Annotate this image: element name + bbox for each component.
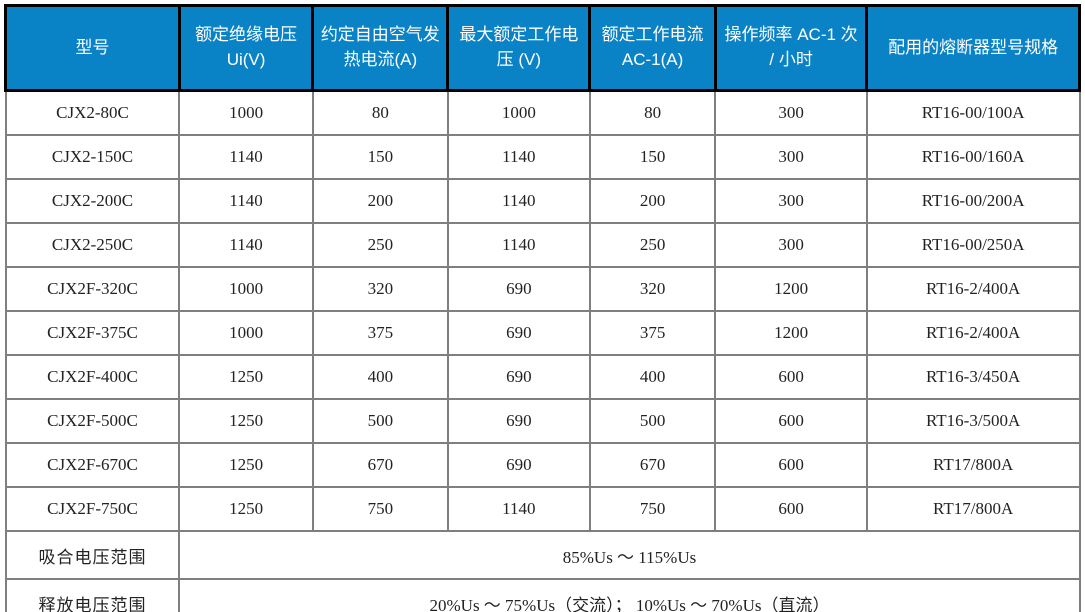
value-cell: 600 [714, 486, 868, 532]
value-cell: 250 [311, 222, 449, 268]
value-cell: 1200 [714, 310, 868, 356]
value-cell: 400 [588, 354, 717, 400]
column-header-4: 额定工作电流 AC-1(A) [588, 4, 717, 92]
value-cell: RT16-00/250A [865, 222, 1081, 268]
table-row: CJX2-250C 1140 250 1140 250 300 RT16-00/250A [4, 222, 1081, 268]
value-cell: RT16-3/450A [865, 354, 1081, 400]
value-cell: 80 [588, 89, 717, 136]
model-cell: CJX2F-670C [4, 442, 181, 488]
value-cell: 690 [446, 310, 591, 356]
model-cell: CJX2-200C [4, 178, 181, 224]
model-cell: CJX2-80C [4, 89, 181, 136]
table-row: CJX2F-400C 1250 400 690 400 600 RT16-3/450A [4, 354, 1081, 400]
value-cell: 1140 [446, 178, 591, 224]
model-cell: CJX2F-320C [4, 266, 181, 312]
column-header-6: 配用的熔断器型号规格 [865, 4, 1081, 92]
value-cell: RT16-3/500A [865, 398, 1081, 444]
value-cell: 500 [588, 398, 717, 444]
value-cell: 1250 [178, 354, 314, 400]
value-cell: 750 [311, 486, 449, 532]
value-cell: 1000 [178, 89, 314, 136]
value-cell: 1140 [178, 178, 314, 224]
model-cell: CJX2F-750C [4, 486, 181, 532]
value-cell: 1000 [178, 310, 314, 356]
value-cell: 400 [311, 354, 449, 400]
value-cell: 670 [311, 442, 449, 488]
model-cell: CJX2F-500C [4, 398, 181, 444]
value-cell: 690 [446, 442, 591, 488]
value-cell: RT16-00/200A [865, 178, 1081, 224]
table-row: CJX2F-375C 1000 375 690 375 1200 RT16-2/400A [4, 310, 1081, 356]
table-header-row: 型号 额定绝缘电压 Ui(V) 约定自由空气发热电流(A) 最大额定工作电压 (V) 额… [4, 4, 1081, 92]
value-cell: 250 [588, 222, 717, 268]
footer-value: 85%Us ～ 115%Us [178, 530, 1081, 580]
table-body: CJX2-80C 1000 80 1000 80 300 RT16-00/100A CJX2-… [4, 89, 1081, 612]
column-header-3: 最大额定工作电压 (V) [446, 4, 592, 92]
value-cell: 200 [588, 178, 717, 224]
value-cell: RT16-00/160A [865, 134, 1081, 180]
table-row: CJX2-80C 1000 80 1000 80 300 RT16-00/100A [4, 89, 1081, 136]
table-row: CJX2F-670C 1250 670 690 670 600 RT17/800A [4, 442, 1081, 488]
column-header-1: 额定绝缘电压 Ui(V) [177, 4, 315, 92]
value-cell: 300 [714, 89, 868, 136]
value-cell: 600 [714, 442, 868, 488]
model-cell: CJX2-150C [4, 134, 181, 180]
column-header-5: 操作频率 AC-1 次 / 小时 [713, 4, 869, 92]
value-cell: RT16-00/100A [865, 89, 1081, 136]
value-cell: 300 [714, 178, 868, 224]
table-row: CJX2-150C 1140 150 1140 150 300 RT16-00/160A [4, 134, 1081, 180]
value-cell: 1140 [446, 134, 591, 180]
column-header-0: 型号 [4, 4, 181, 92]
value-cell: 1250 [178, 398, 314, 444]
value-cell: 500 [311, 398, 449, 444]
value-cell: 1250 [178, 486, 314, 532]
value-cell: 150 [588, 134, 717, 180]
value-cell: 300 [714, 222, 868, 268]
value-cell: 375 [588, 310, 717, 356]
value-cell: 600 [714, 354, 868, 400]
value-cell: 750 [588, 486, 717, 532]
model-cell: CJX2-250C [4, 222, 181, 268]
contactor-spec-table: 型号 额定绝缘电压 Ui(V) 约定自由空气发热电流(A) 最大额定工作电压 (V) 额… [4, 4, 1081, 612]
value-cell: 200 [311, 178, 449, 224]
value-cell: 375 [311, 310, 449, 356]
value-cell: 1140 [178, 134, 314, 180]
value-cell: 1000 [446, 89, 591, 136]
table-row: CJX2F-750C 1250 750 1140 750 600 RT17/800A [4, 486, 1081, 532]
footer-label: 释放电压范围 [4, 578, 181, 612]
value-cell: RT16-2/400A [865, 310, 1081, 356]
value-cell: RT16-2/400A [865, 266, 1081, 312]
value-cell: 320 [588, 266, 717, 312]
footer-value: 20%Us ～ 75%Us（交流）； 10%Us ～ 70%Us（直流） [178, 578, 1081, 612]
value-cell: 1200 [714, 266, 868, 312]
value-cell: 320 [311, 266, 449, 312]
value-cell: 600 [714, 398, 868, 444]
model-cell: CJX2F-400C [4, 354, 181, 400]
value-cell: 670 [588, 442, 717, 488]
footer-label: 吸合电压范围 [4, 530, 181, 580]
table-row: CJX2F-500C 1250 500 690 500 600 RT16-3/500A [4, 398, 1081, 444]
table-row: CJX2-200C 1140 200 1140 200 300 RT16-00/200A [4, 178, 1081, 224]
column-header-2: 约定自由空气发热电流(A) [311, 4, 450, 92]
value-cell: RT17/800A [865, 486, 1081, 532]
table-row: CJX2F-320C 1000 320 690 320 1200 RT16-2/400A [4, 266, 1081, 312]
value-cell: 1140 [446, 222, 591, 268]
value-cell: RT17/800A [865, 442, 1081, 488]
value-cell: 150 [311, 134, 449, 180]
table-footer-row: 吸合电压范围 85%Us ～ 115%Us [4, 530, 1081, 580]
value-cell: 80 [311, 89, 449, 136]
value-cell: 1250 [178, 442, 314, 488]
value-cell: 1140 [446, 486, 591, 532]
value-cell: 690 [446, 266, 591, 312]
value-cell: 1140 [178, 222, 314, 268]
value-cell: 690 [446, 354, 591, 400]
value-cell: 300 [714, 134, 868, 180]
value-cell: 690 [446, 398, 591, 444]
model-cell: CJX2F-375C [4, 310, 181, 356]
table-footer-row: 释放电压范围 20%Us ～ 75%Us（交流）； 10%Us ～ 70%Us（直… [4, 578, 1081, 612]
value-cell: 1000 [178, 266, 314, 312]
